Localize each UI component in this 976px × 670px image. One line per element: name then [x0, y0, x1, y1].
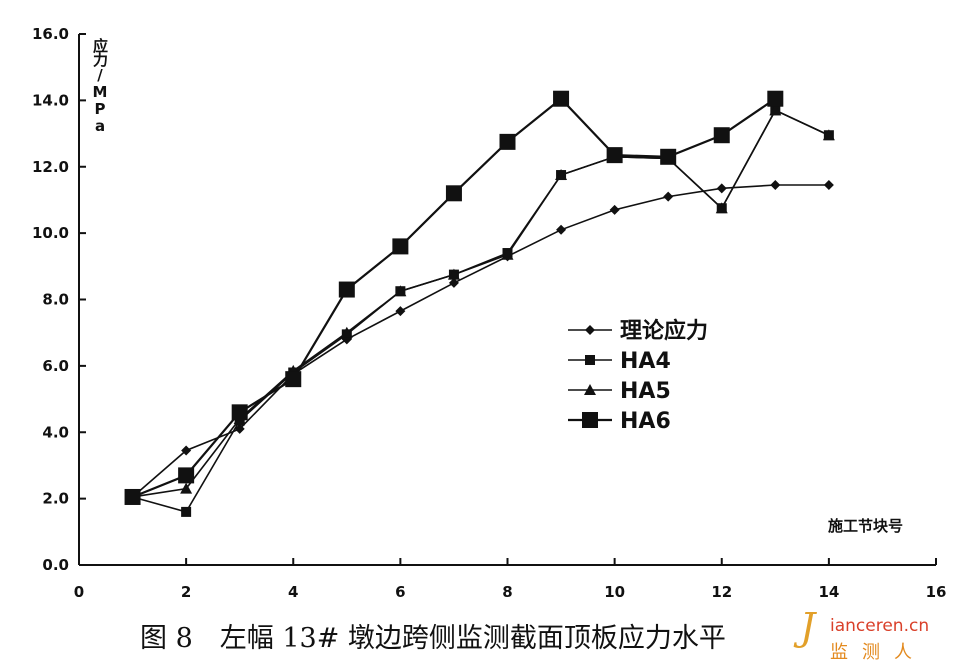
series-line: [132, 97, 776, 498]
data-point: [767, 90, 784, 107]
line-chart: 0.0 2.0 4.0 6.0 8.0 10.0 12.0 14.0 16.0 0 2 4 6 8 10 12…: [32, 25, 946, 601]
data-point: [181, 506, 192, 517]
y-axis-title: 应力/MPa: [91, 37, 109, 134]
data-point: [715, 202, 728, 214]
data-point: [124, 488, 141, 505]
watermark-name: 监测人: [830, 642, 926, 663]
series-line: [132, 184, 829, 498]
watermark-url: ianceren.cn: [830, 616, 930, 636]
x-tick-label: 16: [926, 583, 947, 601]
data-point: [445, 185, 462, 202]
y-tick-label: 10.0: [32, 224, 69, 242]
data-point: [555, 169, 568, 181]
data-point: [392, 238, 409, 255]
data-point: [770, 180, 781, 191]
data-point: [499, 133, 516, 150]
y-tick-label: 2.0: [42, 490, 69, 508]
legend-item: HA4: [568, 349, 671, 374]
data-point: [447, 268, 460, 280]
series-line: [132, 109, 830, 513]
legend-label: HA5: [620, 379, 671, 404]
data-point: [338, 281, 355, 298]
x-tick-label: 10: [604, 583, 625, 601]
y-tick-label: 8.0: [42, 291, 69, 309]
data-point: [181, 445, 192, 456]
watermark-logo: J: [800, 605, 816, 649]
x-tick-label: 12: [711, 583, 732, 601]
data-point: [713, 127, 730, 144]
data-point: [553, 90, 570, 107]
x-tick-label: 14: [818, 583, 839, 601]
data-point: [716, 183, 727, 194]
series-line: [132, 109, 830, 498]
legend-label: HA4: [620, 349, 671, 374]
y-tick-label: 4.0: [42, 423, 69, 441]
x-tick-label: 4: [288, 583, 298, 601]
series-4: [124, 90, 784, 505]
data-point: [231, 404, 248, 421]
legend-item: HA6: [568, 409, 671, 434]
legend: 理论应力 HA4 HA5 HA6: [568, 318, 708, 434]
data-point: [180, 482, 193, 494]
x-axis-title: 施工节块号: [828, 517, 903, 535]
data-point: [340, 326, 353, 338]
x-tick-label: 8: [502, 583, 512, 601]
legend-item: HA5: [568, 379, 671, 404]
data-point: [823, 180, 834, 191]
data-point: [395, 306, 406, 317]
figure-caption: 图 8 左幅 13# 墩边跨侧监测截面顶板应力水平: [140, 623, 726, 654]
y-tick-label: 0.0: [42, 556, 69, 574]
data-point: [606, 147, 623, 164]
legend-marker: [585, 325, 595, 335]
data-point: [448, 277, 459, 288]
legend-item: 理论应力: [568, 318, 708, 344]
y-tick-label: 12.0: [32, 158, 69, 176]
data-point: [501, 248, 514, 260]
legend-marker: [582, 412, 598, 428]
series-1: [127, 180, 834, 502]
data-point: [394, 285, 407, 297]
data-point: [556, 224, 567, 235]
y-tick-label: 6.0: [42, 357, 69, 375]
watermark: J ianceren.cn 监测人: [800, 608, 970, 664]
data-point: [178, 467, 195, 484]
legend-marker: [585, 355, 595, 365]
axes: 0.0 2.0 4.0 6.0 8.0 10.0 12.0 14.0 16.0 0 2 4 6 8 10 12…: [32, 25, 946, 601]
series-3: [126, 104, 835, 502]
x-tick-label: 0: [74, 583, 84, 601]
data-point: [822, 129, 835, 141]
x-tick-label: 2: [181, 583, 191, 601]
x-tick-label: 6: [395, 583, 405, 601]
legend-label: 理论应力: [620, 318, 708, 344]
data-point: [769, 104, 782, 116]
data-point: [660, 148, 677, 165]
y-tick-label: 16.0: [32, 25, 69, 43]
y-tick-label: 14.0: [32, 91, 69, 109]
legend-label: HA6: [620, 409, 671, 434]
legend-marker: [584, 384, 596, 395]
data-point: [663, 191, 674, 202]
data-point: [285, 371, 302, 388]
data-point: [609, 204, 620, 215]
series-layer: [124, 90, 835, 517]
